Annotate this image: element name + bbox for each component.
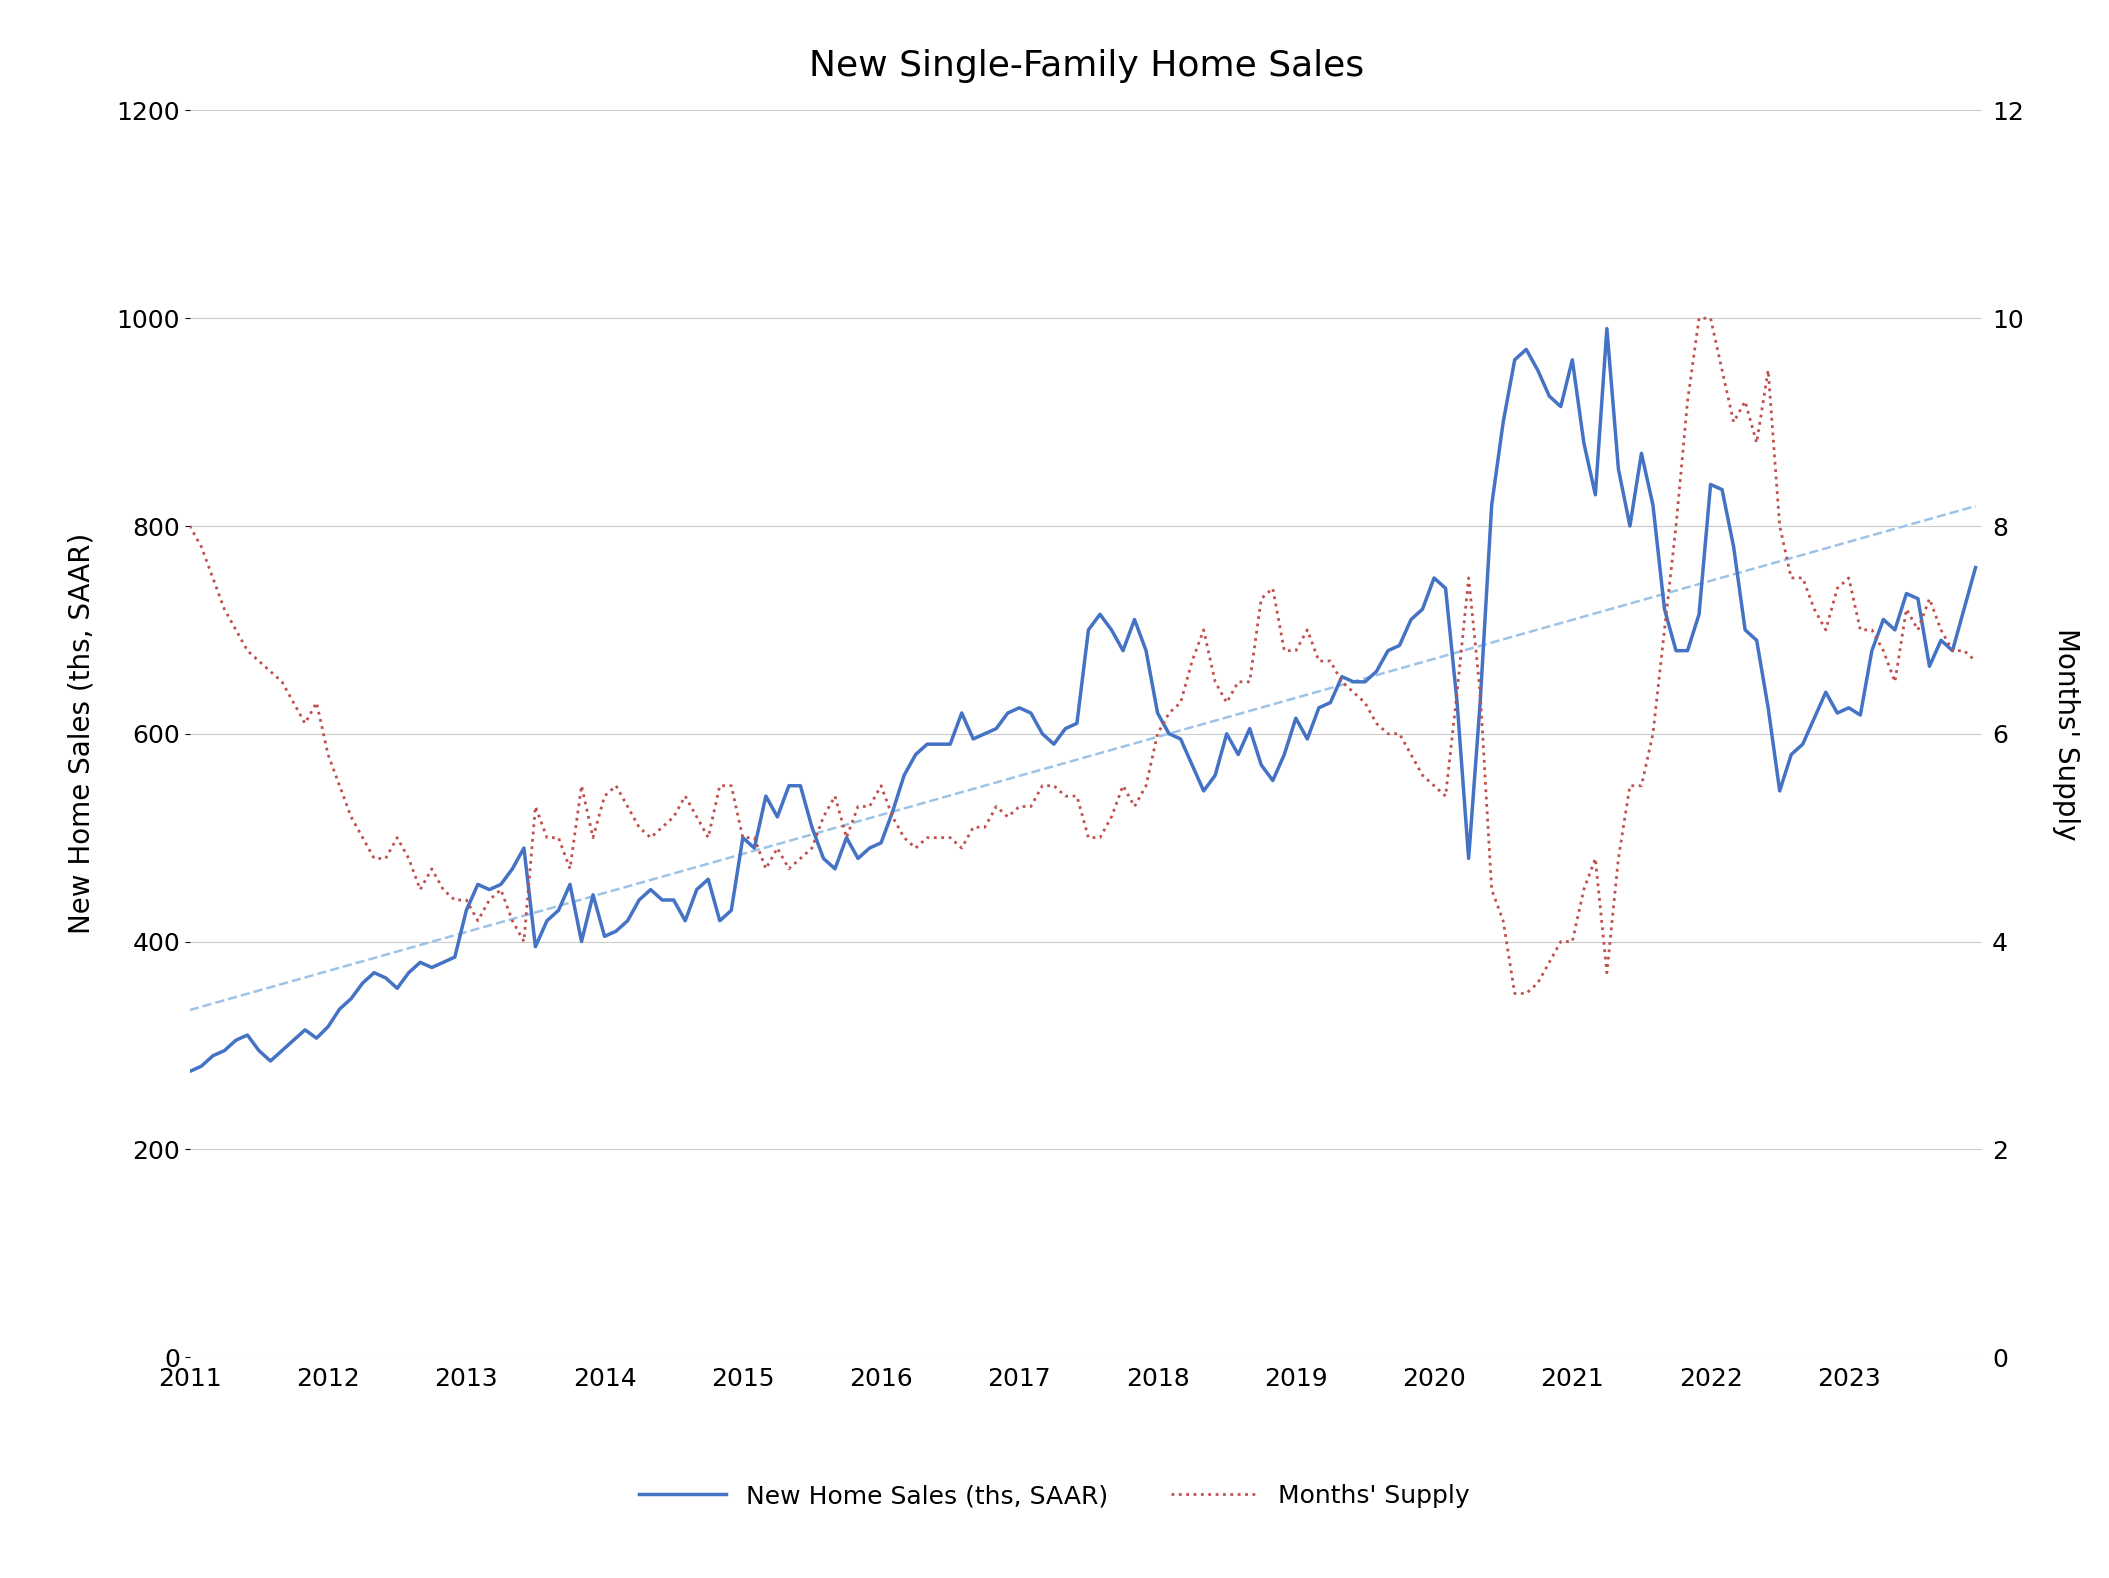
New Home Sales (ths, SAAR)	[1963, 559, 1989, 578]
Legend: New Home Sales (ths, SAAR), Months' Supply: New Home Sales (ths, SAAR), Months' Supp…	[628, 1474, 1481, 1518]
New Home Sales (ths, SAAR)	[626, 890, 652, 909]
Months' Supply	[1502, 985, 1527, 1004]
New Home Sales (ths, SAAR)	[1238, 720, 1263, 739]
New Home Sales (ths, SAAR)	[846, 849, 871, 868]
Months' Supply	[626, 817, 652, 836]
Months' Supply	[846, 797, 871, 816]
Line: Months' Supply: Months' Supply	[190, 319, 1976, 994]
Months' Supply	[915, 828, 941, 847]
Months' Supply	[1687, 309, 1713, 328]
New Home Sales (ths, SAAR)	[1594, 319, 1620, 338]
New Home Sales (ths, SAAR)	[1411, 600, 1436, 619]
Months' Supply	[1411, 765, 1436, 784]
Months' Supply	[177, 516, 202, 535]
New Home Sales (ths, SAAR)	[915, 735, 941, 754]
Y-axis label: New Home Sales (ths, SAAR): New Home Sales (ths, SAAR)	[67, 533, 95, 934]
Months' Supply	[1628, 776, 1653, 795]
Y-axis label: Months' Supply: Months' Supply	[2052, 628, 2079, 839]
Months' Supply	[1238, 672, 1263, 691]
Months' Supply	[1963, 652, 1989, 671]
New Home Sales (ths, SAAR)	[1628, 443, 1653, 462]
Line: New Home Sales (ths, SAAR): New Home Sales (ths, SAAR)	[190, 328, 1976, 1071]
New Home Sales (ths, SAAR)	[177, 1062, 202, 1081]
Title: New Single-Family Home Sales: New Single-Family Home Sales	[808, 49, 1365, 82]
